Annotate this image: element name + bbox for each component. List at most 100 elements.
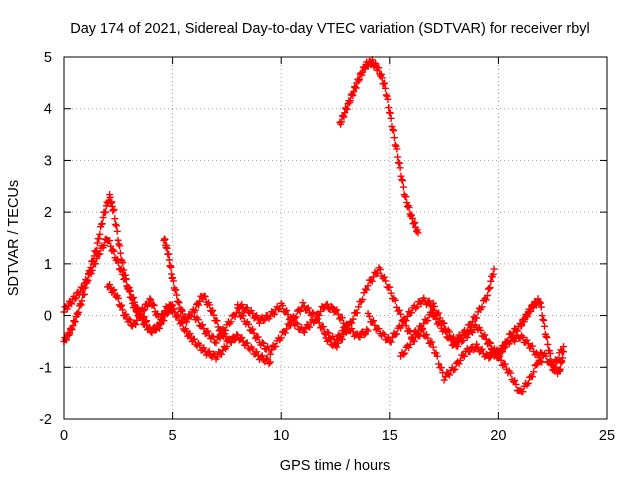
data-point — [227, 318, 235, 326]
data-point — [245, 320, 253, 328]
data-point — [403, 203, 411, 211]
data-point — [402, 193, 410, 201]
data-point — [482, 350, 490, 358]
data-point — [387, 114, 395, 122]
data-point — [196, 297, 204, 305]
data-point — [372, 59, 380, 67]
data-point — [208, 332, 216, 340]
data-point — [473, 340, 481, 348]
data-point — [558, 354, 566, 362]
data-point — [523, 313, 531, 321]
data-point — [484, 292, 492, 300]
data-point — [387, 338, 395, 346]
data-point — [223, 343, 231, 351]
data-point — [344, 327, 352, 335]
data-point — [408, 214, 416, 222]
data-point — [157, 316, 165, 324]
data-point — [83, 277, 91, 285]
data-point — [420, 294, 428, 302]
x-tick-label: 25 — [599, 428, 615, 444]
plot-frame — [63, 56, 608, 420]
series-satellite-track-3 — [160, 235, 274, 368]
data-point — [283, 306, 291, 314]
data-point — [494, 353, 502, 361]
data-point — [95, 235, 103, 243]
data-point — [376, 266, 384, 274]
data-point — [490, 345, 498, 353]
data-point — [458, 338, 466, 346]
data-point — [139, 307, 147, 315]
data-point — [412, 227, 420, 235]
data-point — [300, 328, 308, 336]
data-point — [527, 307, 535, 315]
data-point — [110, 247, 118, 255]
data-point — [270, 310, 278, 318]
data-point — [211, 338, 219, 346]
data-point — [554, 355, 562, 363]
data-point — [112, 221, 120, 229]
data-point — [243, 304, 251, 312]
data-point — [408, 309, 416, 317]
grid-layer — [64, 57, 607, 419]
data-point — [535, 354, 543, 362]
data-point — [149, 300, 157, 308]
data-point — [478, 303, 486, 311]
data-point — [317, 307, 325, 315]
data-point — [65, 331, 73, 339]
data-point — [391, 141, 399, 149]
data-point — [204, 327, 212, 335]
data-point — [191, 306, 199, 314]
data-point — [194, 316, 202, 324]
data-point — [349, 315, 357, 323]
data-point — [359, 296, 367, 304]
data-point — [253, 348, 261, 356]
data-point — [210, 311, 218, 319]
data-point — [174, 298, 182, 306]
data-point — [477, 326, 485, 334]
data-point — [217, 330, 225, 338]
x-tick-label: 0 — [60, 428, 68, 444]
data-point — [213, 353, 221, 361]
data-point — [111, 215, 119, 223]
data-point — [222, 326, 230, 334]
data-point — [260, 339, 268, 347]
data-point — [393, 330, 401, 338]
data-point — [387, 289, 395, 297]
data-point — [327, 302, 335, 310]
data-point — [200, 344, 208, 352]
data-point — [125, 315, 133, 323]
data-point — [87, 270, 95, 278]
data-point — [146, 295, 154, 303]
data-point — [315, 311, 323, 319]
data-point — [530, 368, 538, 376]
data-point — [466, 348, 474, 356]
data-point — [311, 316, 319, 324]
data-point — [513, 327, 521, 335]
data-point — [437, 364, 445, 372]
data-point — [482, 296, 490, 304]
data-point — [450, 366, 458, 374]
data-point — [238, 334, 246, 342]
data-point — [150, 301, 158, 309]
data-point — [356, 333, 364, 341]
data-point — [76, 300, 84, 308]
data-point — [375, 64, 383, 72]
data-point — [338, 314, 346, 322]
data-point — [284, 311, 292, 319]
x-tick-label: 15 — [382, 428, 398, 444]
data-point — [353, 309, 361, 317]
data-point — [413, 303, 421, 311]
data-point — [459, 336, 467, 344]
y-axis-label: SDTVAR / TECUs — [6, 180, 22, 296]
data-point — [534, 360, 542, 368]
data-point — [389, 126, 397, 134]
data-point — [174, 311, 182, 319]
data-point — [250, 329, 258, 337]
data-point — [528, 373, 536, 381]
data-point — [119, 306, 127, 314]
data-point — [119, 270, 127, 278]
data-point — [243, 339, 251, 347]
y-tick-label: -2 — [39, 412, 52, 428]
series-satellite-track-8 — [321, 264, 437, 351]
